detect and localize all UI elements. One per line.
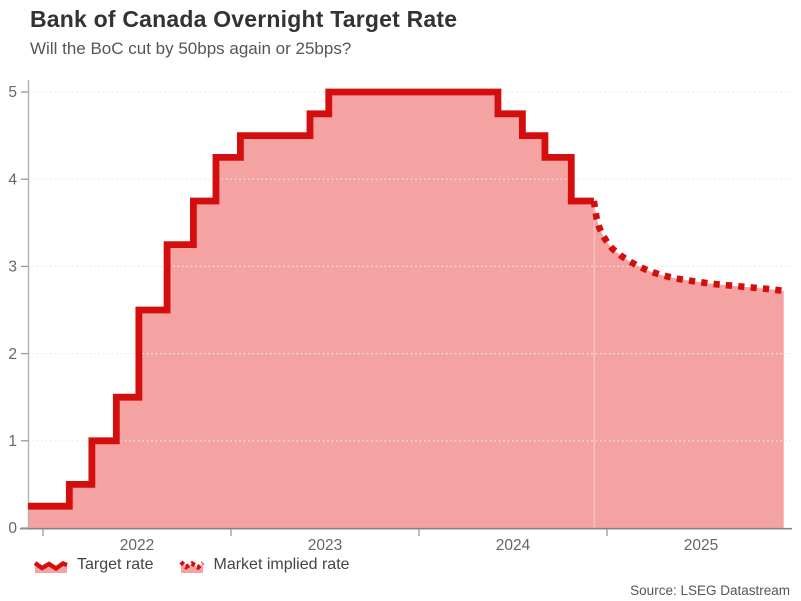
svg-text:3: 3 <box>8 259 17 276</box>
page-subtitle: Will the BoC cut by 50bps again or 25bps… <box>30 39 352 58</box>
svg-text:5: 5 <box>8 84 17 101</box>
svg-text:2023: 2023 <box>308 537 342 554</box>
solid-line-swatch-icon <box>33 561 68 573</box>
page-title: Bank of Canada Overnight Target Rate <box>30 6 458 32</box>
svg-text:2: 2 <box>8 346 17 363</box>
svg-text:1: 1 <box>8 433 17 450</box>
legend-label-market-implied-rate: Market implied rate <box>213 556 350 573</box>
svg-text:2022: 2022 <box>120 537 154 554</box>
svg-text:2025: 2025 <box>684 537 718 554</box>
legend-label-target-rate: Target rate <box>77 556 154 573</box>
legend-item-target-rate: Target rate <box>33 555 153 575</box>
svg-text:4: 4 <box>8 171 17 188</box>
chart-legend: Target rate Market implied rate <box>33 555 350 575</box>
source-attribution: Source: LSEG Datastream <box>630 583 790 598</box>
svg-text:0: 0 <box>8 520 17 537</box>
legend-item-market-implied-rate: Market implied rate <box>179 555 350 575</box>
dotted-line-swatch-icon <box>179 560 205 573</box>
svg-text:2024: 2024 <box>496 537 531 554</box>
